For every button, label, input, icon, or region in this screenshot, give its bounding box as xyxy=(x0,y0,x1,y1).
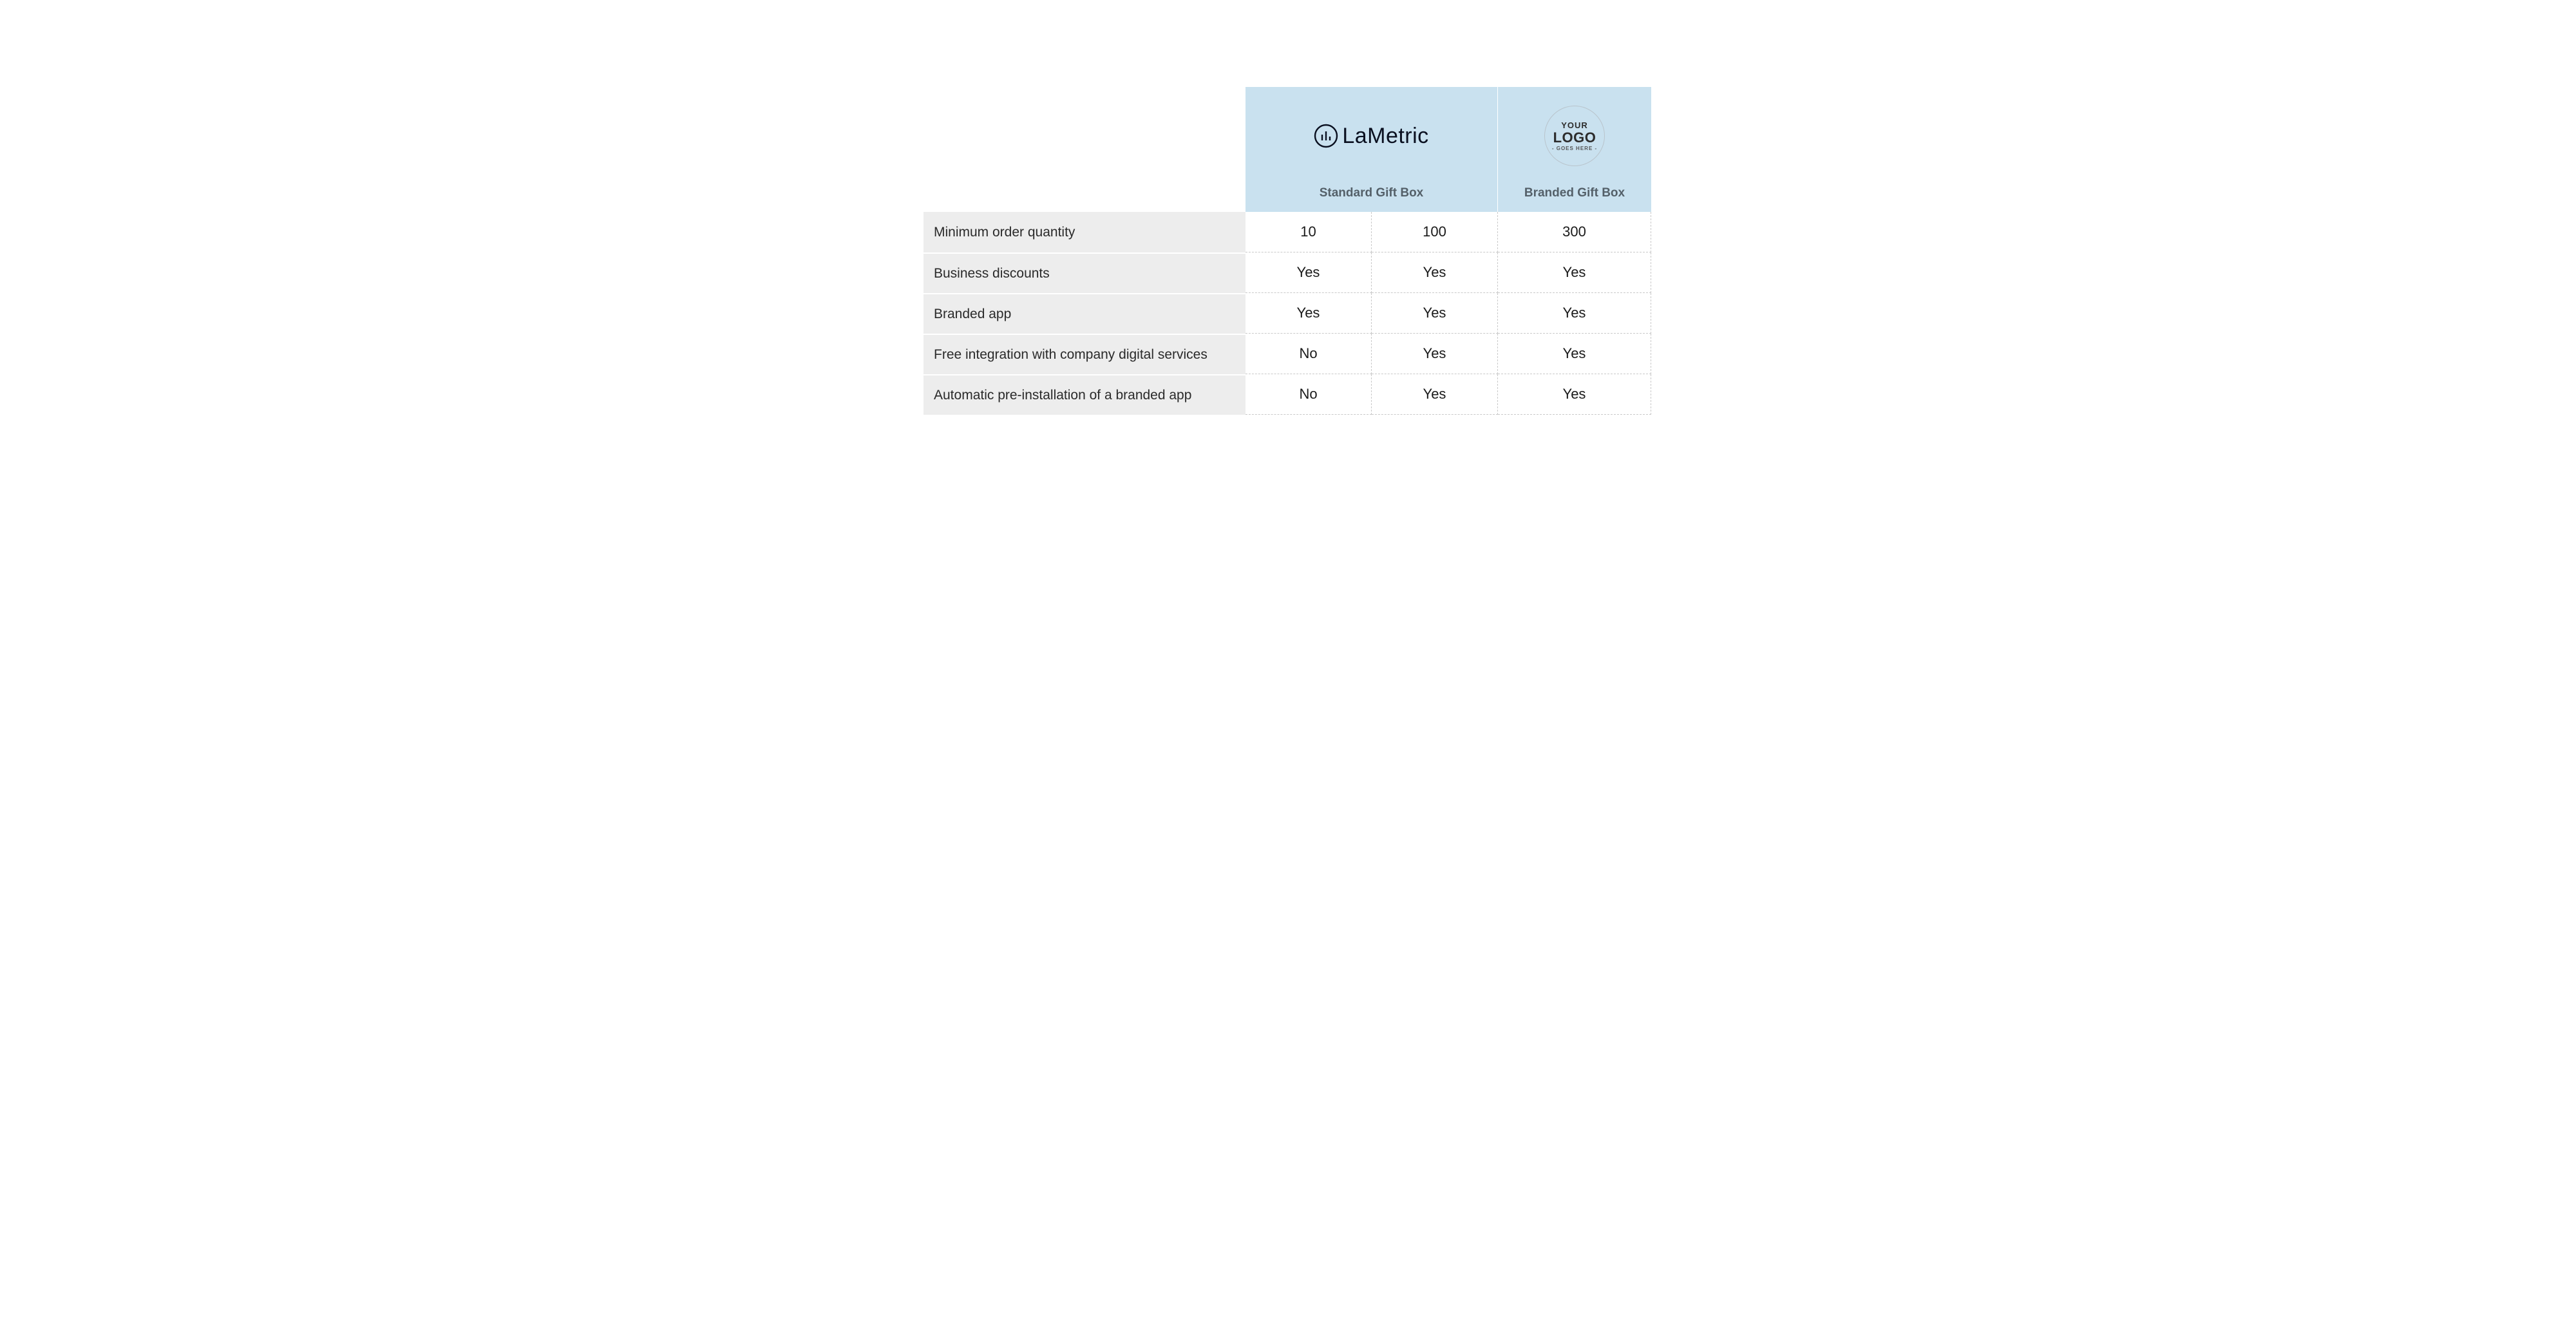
cell-branded: Yes xyxy=(1498,334,1651,374)
cell-std-a: No xyxy=(1245,374,1372,415)
row-label: Free integration with company digital se… xyxy=(923,334,1245,374)
header-empty xyxy=(923,87,1245,212)
cell-std-a: 10 xyxy=(1245,212,1372,252)
cell-branded: 300 xyxy=(1498,212,1651,252)
row-label: Branded app xyxy=(923,293,1245,334)
table-row: Branded app Yes Yes Yes xyxy=(923,293,1651,334)
your-logo-line1: YOUR xyxy=(1561,121,1588,129)
your-logo-line3: - GOES HERE - xyxy=(1552,146,1597,151)
table-row: Free integration with company digital se… xyxy=(923,334,1651,374)
comparison-table: LaMetric Standard Gift Box YOUR LOGO - G… xyxy=(923,87,1651,415)
table-row: Business discounts Yes Yes Yes xyxy=(923,252,1651,293)
lametric-logo: LaMetric xyxy=(1314,124,1428,149)
your-logo-line2: LOGO xyxy=(1553,131,1596,145)
header-branded-subtitle: Branded Gift Box xyxy=(1498,186,1651,200)
header-branded: YOUR LOGO - GOES HERE - Branded Gift Box xyxy=(1498,87,1651,212)
table-body: Minimum order quantity 10 100 300 Busine… xyxy=(923,212,1651,415)
row-label: Minimum order quantity xyxy=(923,212,1245,252)
cell-std-b: Yes xyxy=(1372,334,1498,374)
cell-branded: Yes xyxy=(1498,374,1651,415)
cell-std-a: Yes xyxy=(1245,252,1372,293)
cell-std-a: Yes xyxy=(1245,293,1372,334)
row-label: Automatic pre-installation of a branded … xyxy=(923,374,1245,415)
lametric-icon xyxy=(1314,124,1338,148)
cell-std-b: 100 xyxy=(1372,212,1498,252)
header-standard-subtitle: Standard Gift Box xyxy=(1245,186,1497,200)
cell-branded: Yes xyxy=(1498,293,1651,334)
header-standard: LaMetric Standard Gift Box xyxy=(1245,87,1498,212)
row-label: Business discounts xyxy=(923,252,1245,293)
cell-std-b: Yes xyxy=(1372,374,1498,415)
table-row: Automatic pre-installation of a branded … xyxy=(923,374,1651,415)
cell-std-a: No xyxy=(1245,334,1372,374)
cell-std-b: Yes xyxy=(1372,252,1498,293)
table-row: Minimum order quantity 10 100 300 xyxy=(923,212,1651,252)
cell-branded: Yes xyxy=(1498,252,1651,293)
lametric-brand-text: LaMetric xyxy=(1342,124,1428,149)
your-logo-badge: YOUR LOGO - GOES HERE - xyxy=(1544,106,1605,166)
cell-std-b: Yes xyxy=(1372,293,1498,334)
